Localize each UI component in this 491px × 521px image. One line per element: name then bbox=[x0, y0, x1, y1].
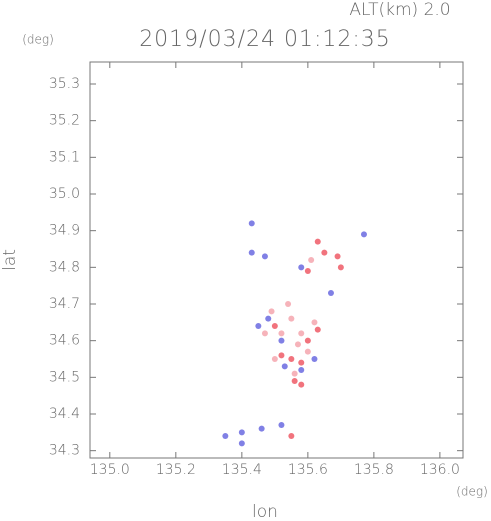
x-tick-label: 135.2 bbox=[156, 462, 196, 478]
y-unit: (deg) bbox=[22, 33, 54, 47]
y-tick-label: 34.4 bbox=[49, 406, 80, 422]
echo-point bbox=[337, 264, 344, 271]
echo-point bbox=[304, 348, 311, 355]
echo-point bbox=[288, 315, 295, 322]
echo-point bbox=[271, 323, 278, 329]
plot-frame bbox=[89, 61, 464, 459]
x-tick-label: 135.0 bbox=[90, 462, 130, 478]
echo-point bbox=[248, 249, 255, 256]
echo-point bbox=[298, 381, 305, 388]
echo-point bbox=[314, 238, 321, 245]
x-tick-label: 136.0 bbox=[420, 462, 460, 478]
echo-point bbox=[298, 264, 305, 271]
echo-point bbox=[248, 220, 255, 227]
x-tick-label: 135.6 bbox=[288, 462, 328, 478]
echo-point bbox=[294, 341, 301, 348]
echo-point bbox=[291, 370, 298, 377]
echo-point bbox=[308, 257, 315, 263]
y-tick-label: 35.3 bbox=[49, 76, 80, 92]
echo-point bbox=[311, 319, 318, 326]
x-unit: (deg) bbox=[456, 485, 488, 499]
y-tick-label: 34.6 bbox=[49, 333, 80, 349]
echo-point bbox=[258, 425, 265, 432]
echo-point bbox=[222, 433, 229, 439]
echo-point bbox=[265, 315, 272, 322]
echo-point bbox=[285, 301, 292, 307]
echo-point bbox=[298, 359, 305, 366]
altitude-label: ALT(km) 2.0 bbox=[349, 0, 450, 20]
echo-point bbox=[311, 356, 318, 362]
y-tick-label: 34.8 bbox=[49, 259, 80, 275]
echo-point bbox=[278, 330, 285, 337]
y-tick-label: 34.5 bbox=[49, 369, 80, 385]
echo-point bbox=[271, 356, 278, 362]
y-tick-label: 35.0 bbox=[49, 186, 80, 202]
echo-point bbox=[238, 440, 245, 447]
chart-title: 2019/03/24 01:12:35 bbox=[139, 27, 391, 52]
echo-point bbox=[288, 433, 295, 439]
echo-point bbox=[334, 253, 341, 260]
echo-point bbox=[314, 326, 321, 333]
echo-point bbox=[268, 308, 275, 315]
echo-point bbox=[298, 367, 305, 373]
echo-point bbox=[321, 249, 328, 256]
y-tick-label: 35.2 bbox=[49, 113, 80, 129]
echo-point bbox=[304, 268, 311, 274]
echo-point bbox=[291, 378, 298, 384]
y-tick-label: 34.9 bbox=[49, 223, 80, 239]
echo-point bbox=[261, 330, 268, 337]
y-axis-label: lat bbox=[0, 249, 20, 271]
echo-point bbox=[255, 323, 262, 329]
x-axis-label: lon bbox=[252, 502, 278, 521]
y-tick-label: 34.3 bbox=[49, 443, 80, 459]
echo-point bbox=[278, 422, 285, 428]
y-tick-label: 35.1 bbox=[49, 149, 80, 165]
x-tick-label: 135.8 bbox=[354, 462, 394, 478]
echo-point bbox=[278, 352, 285, 359]
y-tick-label: 34.7 bbox=[49, 296, 80, 312]
echo-point bbox=[298, 330, 305, 337]
echo-point bbox=[304, 337, 311, 344]
echo-point bbox=[278, 337, 285, 344]
echo-point bbox=[327, 290, 334, 296]
echo-point bbox=[261, 253, 268, 260]
echo-point bbox=[238, 429, 245, 436]
x-tick-label: 135.4 bbox=[222, 462, 262, 478]
echo-point bbox=[281, 363, 288, 370]
echo-point bbox=[360, 231, 367, 238]
echo-point bbox=[288, 356, 295, 362]
